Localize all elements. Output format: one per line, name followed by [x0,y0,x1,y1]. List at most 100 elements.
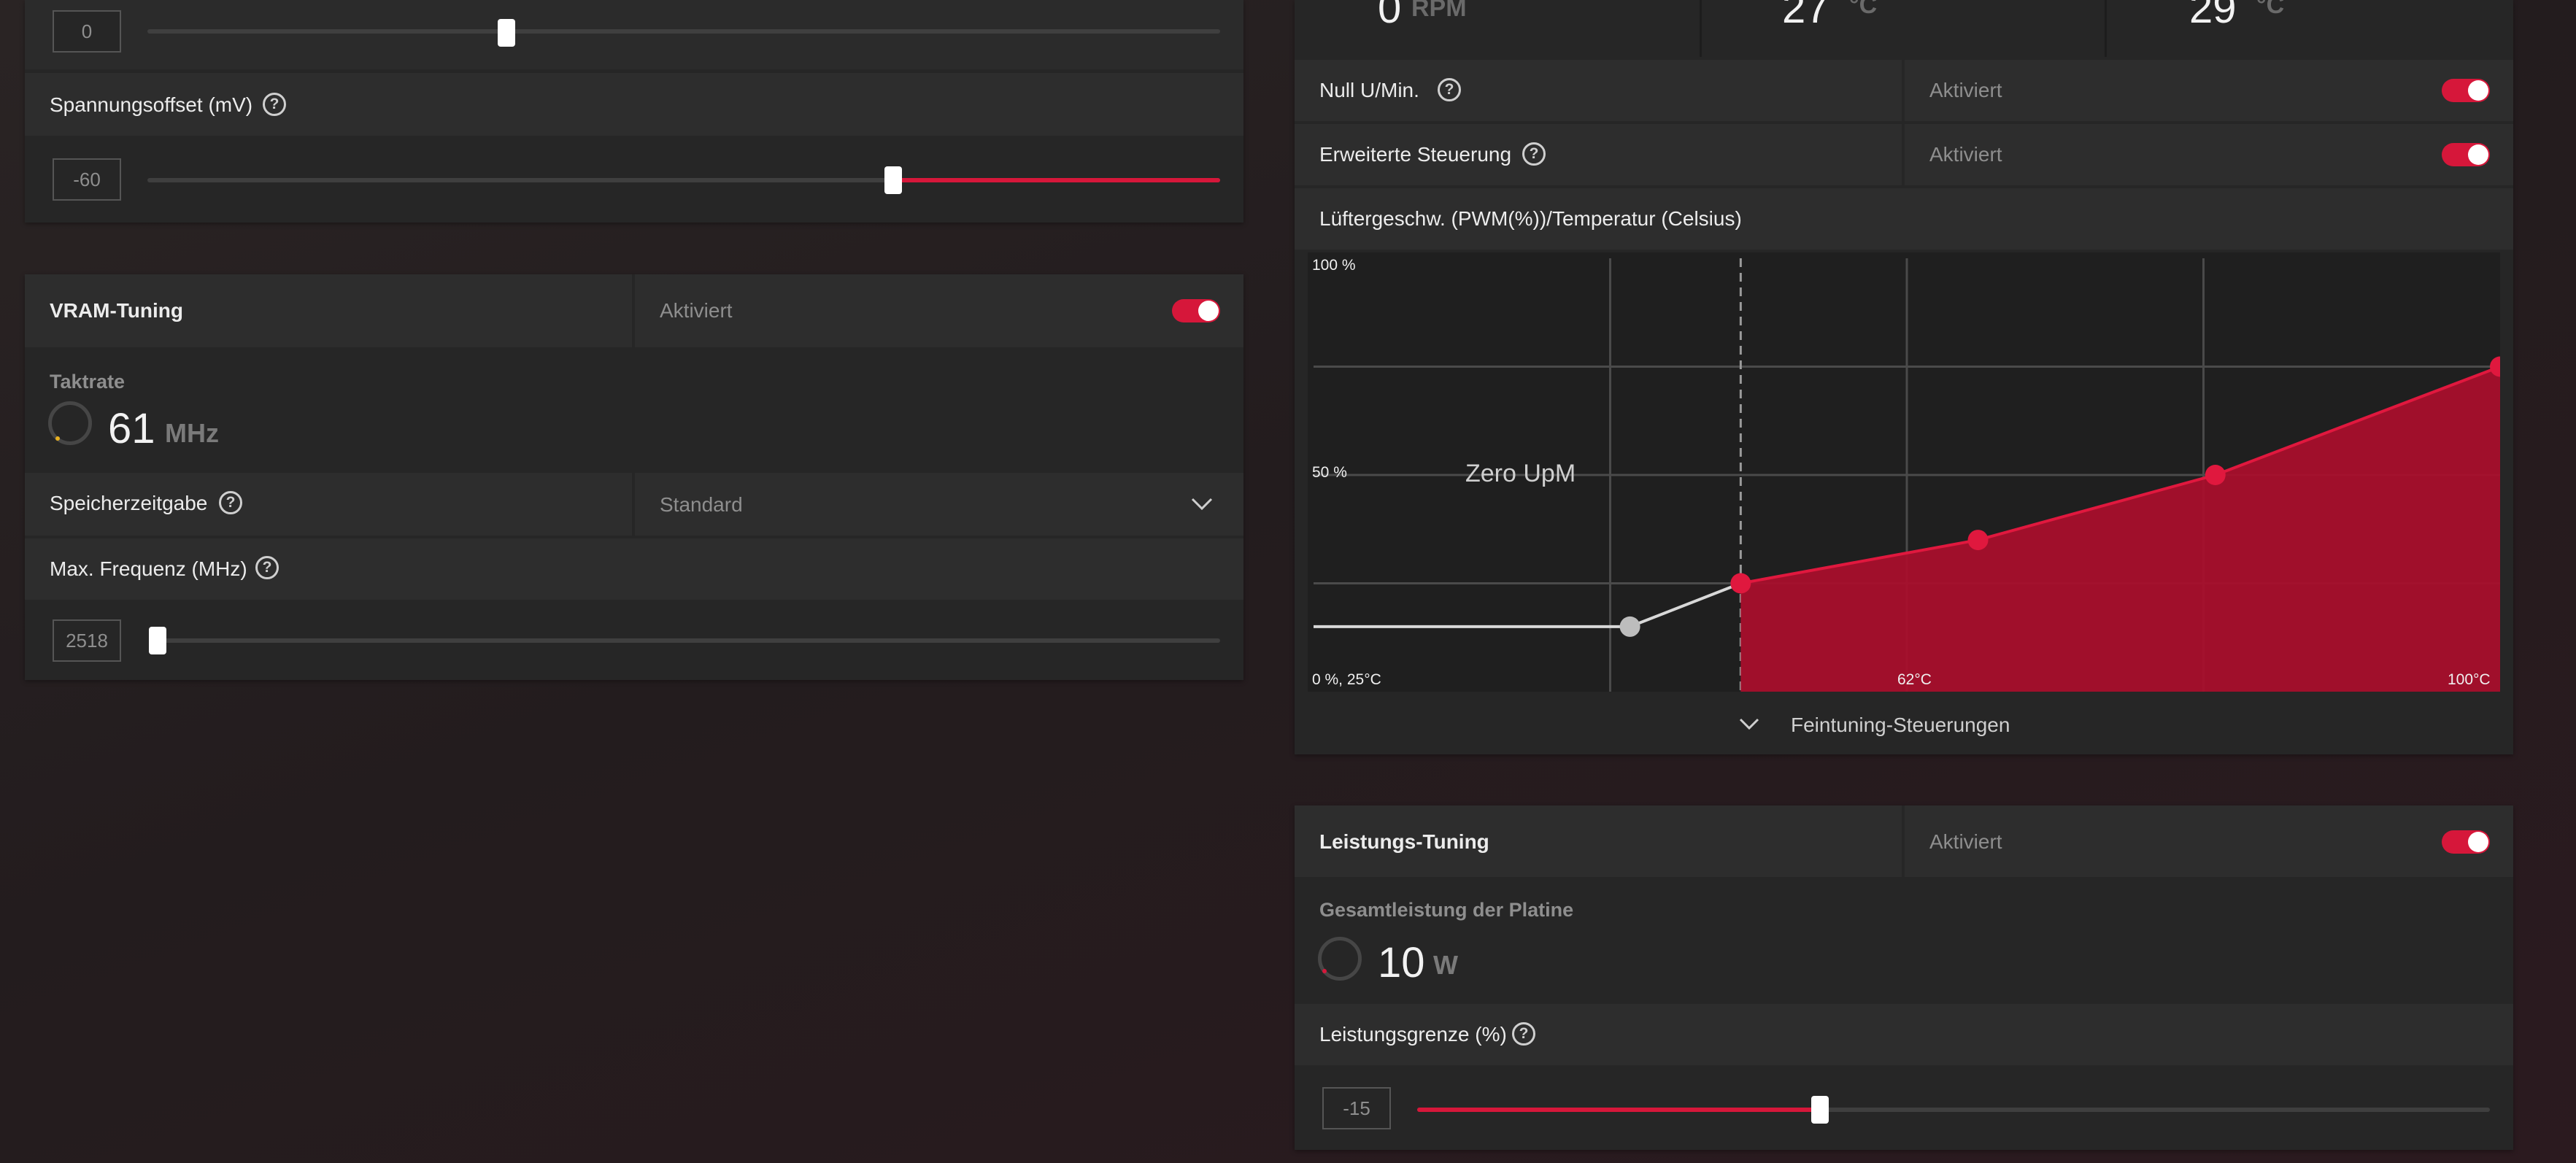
vram-tuning-panel: VRAM-Tuning Aktiviert Taktrate 61 MHz Sp… [25,274,1243,680]
fan-curve-point-5[interactable] [2490,356,2500,377]
vram-clock-gauge-marker [55,436,60,441]
power-limit-value[interactable]: -15 [1322,1087,1391,1129]
vram-status: Aktiviert [660,299,733,322]
advanced-control-label: Erweiterte Steuerung [1319,143,1512,166]
fan-rpm-value: 0 [1378,0,1402,32]
max-frequency-row: Max. Frequenz (MHz) ? [25,538,1243,600]
board-power-unit: W [1433,950,1458,980]
chevron-down-icon [1739,718,1759,730]
advanced-control-toggle[interactable] [2442,143,2490,166]
max-frequency-track[interactable] [156,638,1220,643]
advanced-control-help-icon[interactable]: ? [1522,142,1546,166]
max-frequency-label: Max. Frequenz (MHz) [50,557,247,580]
fan-rpm-unit: RPM [1411,0,1467,22]
fan-tuning-panel: 0 RPM 27 °C 29 °C Null U/Min. ? Aktivier… [1295,0,2513,754]
voltage-offset-slider-row: -60 [25,137,1243,223]
y-tick-top: 100 % [1312,257,1356,274]
max-frequency-value[interactable]: 2518 [53,619,121,662]
x-tick-max: 100°C [2448,671,2491,688]
advanced-control-status: Aktiviert [1929,143,2002,166]
zero-rpm-status: Aktiviert [1929,79,2002,101]
fine-tuning-toggle-row[interactable]: Feintuning-Steuerungen [1295,695,2513,754]
voltage-offset-help-icon[interactable]: ? [263,93,286,116]
power-status: Aktiviert [1929,830,2002,853]
power-limit-label: Leistungsgrenze (%) [1319,1023,1507,1046]
power-header-row: Leistungs-Tuning [1295,805,1902,877]
vram-clock-unit: MHz [165,418,219,448]
power-toggle[interactable] [2442,830,2490,854]
top-slider-row: 0 [25,0,1243,69]
fan-curve-point-3[interactable] [1967,530,1989,551]
zero-rpm-row: Null U/Min. ? [1295,60,1902,121]
memory-timing-label: Speicherzeitgabe [50,492,208,514]
board-power-gauge-marker [1322,969,1327,973]
y-tick-mid: 50 % [1312,464,1347,481]
fan-readouts-row: 0 RPM 27 °C 29 °C [1295,0,2513,57]
fan-curve-line [1740,365,2500,585]
x-tick-mid: 62°C [1897,671,1932,688]
max-frequency-thumb[interactable] [149,627,166,654]
board-power-value: 10 [1378,939,1425,986]
max-frequency-help-icon[interactable]: ? [255,556,279,579]
fan-curve-svg[interactable] [1308,252,2500,692]
board-power-gauge-icon [1318,937,1362,981]
voltage-offset-row: Spannungsoffset (mV) ? [25,73,1243,136]
fan-curve-title-row: Lüftergeschw. (PWM(%))/Temperatur (Celsi… [1295,188,2513,250]
power-limit-slider-row: -15 [1295,1067,2513,1150]
advanced-control-row: Erweiterte Steuerung ? [1295,124,1902,185]
fan-curve-chart[interactable]: 100 % 50 % 0 %, 25°C 62°C 100°C Zero UpM [1308,252,2500,692]
power-limit-track[interactable] [1417,1108,2490,1112]
vram-status-row: Aktiviert [635,274,1243,347]
board-power-label: Gesamtleistung der Platine [1319,899,1574,921]
memory-timing-help-icon[interactable]: ? [219,491,242,514]
top-slider-thumb[interactable] [498,19,515,47]
power-limit-help-icon[interactable]: ? [1512,1022,1535,1046]
memory-timing-value: Standard [660,493,743,516]
fine-tuning-label: Feintuning-Steuerungen [1791,714,2010,736]
voltage-offset-value[interactable]: -60 [53,158,121,201]
power-limit-thumb[interactable] [1811,1096,1829,1124]
zero-rpm-help-icon[interactable]: ? [1438,78,1461,101]
zero-rpm-annotation: Zero UpM [1465,460,1576,487]
temp2-value: 29 [2189,0,2237,32]
zero-rpm-label: Null U/Min. [1319,79,1419,101]
fan-curve-point-2[interactable] [1730,573,1751,594]
fan-curve-inactive-line [1314,582,1742,628]
vram-toggle[interactable] [1172,299,1220,322]
temp1-unit: °C [1849,0,1878,19]
advanced-control-status-row: Aktiviert [1905,124,2513,185]
zero-rpm-toggle[interactable] [2442,79,2490,102]
memory-timing-dropdown[interactable]: Standard [635,473,1243,536]
vram-clock-row: Taktrate 61 MHz [25,350,1243,470]
voltage-offset-thumb[interactable] [884,166,902,194]
fan-curve-area [1740,366,2500,692]
top-slider-value[interactable]: 0 [53,10,121,53]
fan-curve-title: Lüftergeschw. (PWM(%))/Temperatur (Celsi… [1319,207,1742,230]
power-limit-fill [1417,1108,1820,1112]
fan-curve-point-1[interactable] [1619,616,1640,637]
max-frequency-slider-row: 2518 [25,601,1243,680]
x-tick-origin: 0 %, 25°C [1312,671,1381,688]
power-tuning-panel: Leistungs-Tuning Aktiviert Gesamtleistun… [1295,805,2513,1150]
voltage-offset-label: Spannungsoffset (mV) [50,93,253,116]
readout-divider-1 [1700,0,1702,57]
core-voltage-panel: 0 Spannungsoffset (mV) ? -60 [25,0,1243,223]
voltage-offset-track[interactable] [147,178,1220,182]
temp1-value: 27 [1782,0,1829,32]
readout-divider-2 [2105,0,2107,57]
vram-title: VRAM-Tuning [50,299,183,322]
fan-curve-point-4[interactable] [2205,465,2226,485]
power-status-row: Aktiviert [1905,805,2513,877]
chevron-down-icon [1191,498,1213,511]
top-slider-track[interactable] [147,29,1220,34]
memory-timing-row: Speicherzeitgabe ? [25,473,632,536]
power-title: Leistungs-Tuning [1319,830,1489,853]
temp2-unit: °C [2256,0,2285,19]
vram-clock-value: 61 [108,405,155,452]
vram-header-row: VRAM-Tuning [25,274,632,347]
vram-clock-gauge-icon [48,401,92,445]
power-limit-row: Leistungsgrenze (%) ? [1295,1004,2513,1065]
board-power-row: Gesamtleistung der Platine 10 W [1295,880,2513,1001]
zero-rpm-status-row: Aktiviert [1905,60,2513,121]
voltage-offset-fill [893,178,1220,182]
